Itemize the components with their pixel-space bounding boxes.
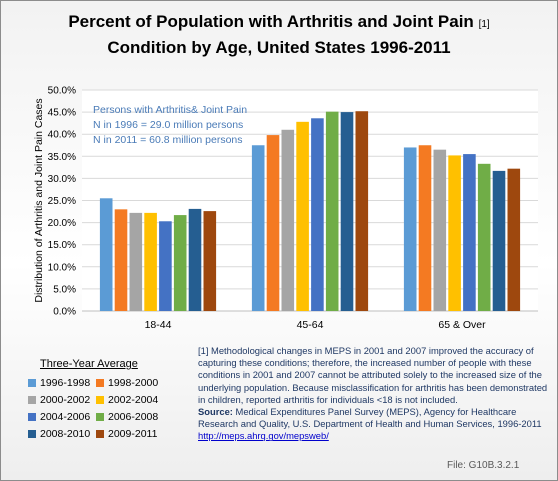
bar bbox=[173, 215, 187, 311]
legend-item: 2000-2002 bbox=[28, 393, 90, 407]
bar bbox=[340, 112, 354, 311]
y-tick-label: 35.0% bbox=[48, 152, 76, 163]
bar bbox=[281, 129, 295, 311]
bar bbox=[296, 121, 309, 311]
annotation-line: N in 1996 = 29.0 million persons bbox=[93, 119, 243, 131]
legend-label: 2009-2011 bbox=[108, 428, 158, 440]
legend-swatch bbox=[96, 413, 104, 422]
legend-item: 2006-2008 bbox=[96, 410, 158, 424]
source-label: Source: bbox=[198, 406, 233, 418]
y-tick-label: 50.0% bbox=[48, 86, 76, 97]
legend-swatch bbox=[96, 379, 104, 388]
bar bbox=[325, 111, 339, 312]
bar bbox=[463, 154, 476, 311]
chart-title-ref: [1] bbox=[478, 19, 490, 30]
annotation-line: N in 2011 = 60.8 million persons bbox=[93, 134, 243, 146]
bar bbox=[129, 212, 143, 311]
bar bbox=[418, 145, 432, 311]
legend-label: 2000-2002 bbox=[40, 394, 91, 406]
bar bbox=[311, 118, 324, 312]
bar bbox=[507, 168, 521, 311]
bar bbox=[403, 147, 417, 311]
legend-label: 1996-1998 bbox=[40, 377, 91, 389]
bar bbox=[159, 221, 172, 311]
legend-label: 1998-2000 bbox=[108, 377, 159, 389]
chart-title: Percent of Population with Arthritis and… bbox=[0, 10, 558, 59]
bar bbox=[203, 211, 217, 311]
file-id: File: G10B.3.2.1 bbox=[447, 460, 520, 471]
legend-item: 2002-2004 bbox=[96, 393, 158, 407]
legend-swatch bbox=[28, 396, 36, 405]
bar bbox=[99, 198, 113, 311]
bar bbox=[251, 145, 265, 311]
legend-label: 2008-2010 bbox=[40, 428, 91, 440]
bar bbox=[448, 155, 461, 311]
legend-title: Three-Year Average bbox=[40, 358, 138, 370]
legend-swatch bbox=[28, 430, 36, 439]
y-tick-label: 20.0% bbox=[48, 218, 76, 229]
bar bbox=[188, 208, 202, 311]
y-tick-label: 0.0% bbox=[53, 307, 76, 318]
annotation-line: Persons with Arthritis& Joint Pain bbox=[93, 104, 247, 116]
legend-swatch bbox=[28, 413, 36, 422]
legend-item: 2009-2011 bbox=[96, 427, 157, 441]
y-tick-label: 5.0% bbox=[53, 284, 76, 295]
bar bbox=[144, 212, 157, 311]
y-tick-label: 15.0% bbox=[48, 240, 76, 251]
x-tick-label: 65 & Over bbox=[438, 319, 486, 331]
y-tick-label: 40.0% bbox=[48, 130, 76, 141]
legend-swatch bbox=[28, 379, 36, 388]
bar bbox=[477, 163, 491, 311]
bar bbox=[355, 111, 369, 311]
legend-item: 2008-2010 bbox=[28, 427, 90, 441]
x-tick-label: 18-44 bbox=[145, 319, 172, 331]
bar bbox=[433, 149, 447, 311]
source-link[interactable]: http://meps.ahrq.gov/mepsweb/ bbox=[198, 430, 329, 442]
legend-item: 2004-2006 bbox=[28, 410, 90, 424]
bar bbox=[114, 209, 128, 311]
legend-label: 2002-2004 bbox=[108, 394, 159, 406]
footnote: [1] Methodological changes in MEPS in 20… bbox=[198, 345, 550, 443]
y-axis-label: Distribution of Arthritis and Joint Pain… bbox=[33, 98, 45, 302]
chart-title-line1: Percent of Population with Arthritis and… bbox=[68, 12, 474, 31]
footnote-text: [1] Methodological changes in MEPS in 20… bbox=[198, 345, 548, 405]
y-tick-label: 45.0% bbox=[48, 108, 76, 119]
bar bbox=[492, 170, 506, 311]
source-text: Medical Expenditures Panel Survey (MEPS)… bbox=[198, 406, 542, 430]
legend-swatch bbox=[96, 396, 104, 405]
bar bbox=[266, 135, 280, 311]
legend-item: 1996-1998 bbox=[28, 376, 90, 390]
y-tick-label: 10.0% bbox=[48, 262, 76, 273]
legend-label: 2004-2006 bbox=[40, 411, 91, 423]
y-tick-label: 30.0% bbox=[48, 174, 76, 185]
legend-item: 1998-2000 bbox=[96, 376, 158, 390]
legend-label: 2006-2008 bbox=[108, 411, 159, 423]
x-tick-label: 45-64 bbox=[297, 319, 324, 331]
chart-title-line2: Condition by Age, United States 1996-201… bbox=[107, 38, 451, 57]
legend-swatch bbox=[96, 430, 104, 439]
y-tick-label: 25.0% bbox=[48, 196, 76, 207]
